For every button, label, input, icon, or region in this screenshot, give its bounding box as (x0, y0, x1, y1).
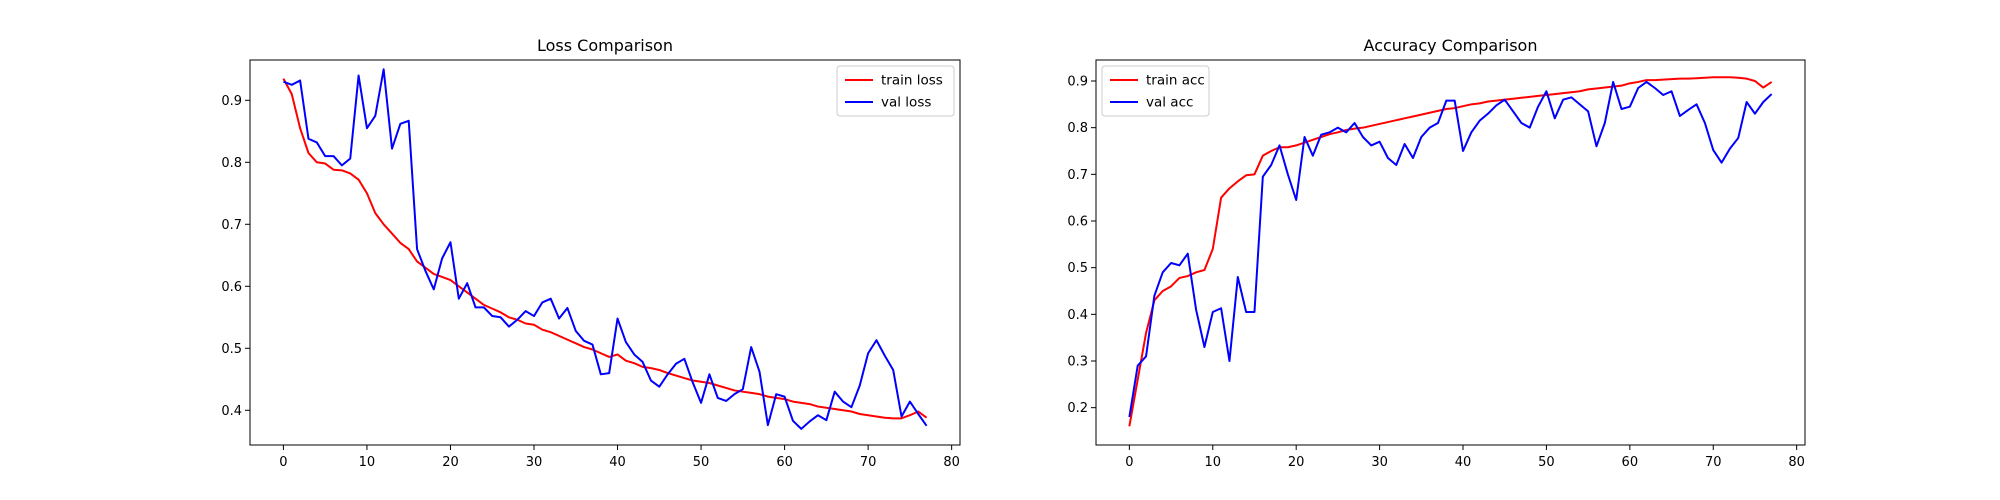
loss-comparison-legend-box (836, 65, 955, 117)
accuracy-comparison-x-tick-label: 30 (1371, 455, 1388, 470)
accuracy-comparison-x-tick-label: 50 (1538, 455, 1555, 470)
loss-comparison-x-tick-label: 10 (359, 455, 376, 470)
loss-comparison-axes-frame (249, 59, 961, 446)
loss-comparison-x-tick-label: 50 (693, 455, 710, 470)
accuracy-comparison-y-tick-label: 0.9 (1067, 75, 1088, 90)
loss-comparison-legend: train loss val loss (836, 65, 955, 117)
accuracy-comparison-y-tick-label: 0.2 (1067, 401, 1088, 416)
accuracy-comparison-x-tick-label: 80 (1788, 455, 1805, 470)
accuracy-comparison-legend-label-train-acc: train acc (1146, 73, 1205, 89)
loss-comparison-y-tick-label: 0.5 (221, 342, 242, 357)
accuracy-comparison-x-tick-label: 40 (1455, 455, 1472, 470)
accuracy-comparison-val-acc-line (1128, 80, 1773, 418)
loss-comparison-x-tick-label: 60 (776, 455, 793, 470)
accuracy-chart: Accuracy Comparison 0 10 20 30 40 50 60 70 80 0.2 0… (1067, 36, 1806, 470)
accuracy-comparison-x-tick-label: 60 (1622, 455, 1639, 470)
accuracy-comparison-title: Accuracy Comparison (1364, 36, 1538, 55)
loss-comparison-x-tick-label: 20 (442, 455, 459, 470)
accuracy-comparison-train-acc-line (1128, 76, 1773, 427)
loss-comparison-train-loss-line (282, 78, 928, 420)
accuracy-comparison-y-tick-label: 0.3 (1067, 355, 1088, 370)
accuracy-comparison-axes-frame (1095, 59, 1806, 446)
loss-comparison-y-tick-label: 0.6 (221, 280, 242, 295)
accuracy-comparison-y-tick-label: 0.6 (1067, 215, 1088, 230)
loss-comparison-x-tick-label: 0 (279, 455, 287, 470)
loss-comparison-legend-label-train-loss: train loss (881, 73, 943, 89)
loss-comparison-x-tick-label: 80 (943, 455, 960, 470)
loss-comparison-y-tick-label: 0.9 (221, 94, 242, 109)
accuracy-comparison-x-tick-label: 70 (1705, 455, 1722, 470)
accuracy-comparison-y-tick-label: 0.4 (1067, 308, 1088, 323)
accuracy-comparison-legend: train acc val acc (1101, 65, 1210, 117)
loss-comparison-val-loss-line (283, 68, 928, 430)
accuracy-comparison-x-tick-label: 20 (1288, 455, 1305, 470)
loss-comparison-y-tick-label: 0.8 (221, 156, 242, 171)
loss-comparison-y-tick-label: 0.4 (221, 404, 242, 419)
loss-comparison-x-tick-label: 70 (860, 455, 877, 470)
accuracy-comparison-legend-box (1101, 65, 1210, 117)
accuracy-comparison-x-tick-label: 10 (1205, 455, 1222, 470)
accuracy-comparison-y-tick-label: 0.5 (1067, 261, 1088, 276)
accuracy-comparison-x-tick-label: 0 (1125, 455, 1133, 470)
loss-comparison-title: Loss Comparison (537, 36, 673, 55)
loss-comparison-y-tick-label: 0.7 (221, 218, 242, 233)
accuracy-comparison-y-tick-label: 0.7 (1067, 168, 1088, 183)
loss-comparison-x-tick-label: 30 (526, 455, 543, 470)
loss-comparison-x-tick-label: 40 (609, 455, 626, 470)
loss-comparison-legend-label-val-loss: val loss (881, 95, 931, 111)
accuracy-comparison-legend-label-val-acc: val acc (1146, 95, 1193, 111)
loss-chart: Loss Comparison 0 10 20 30 40 50 60 70 80 0.4 0.5 0.… (221, 36, 961, 470)
accuracy-comparison-y-tick-label: 0.8 (1067, 121, 1088, 136)
